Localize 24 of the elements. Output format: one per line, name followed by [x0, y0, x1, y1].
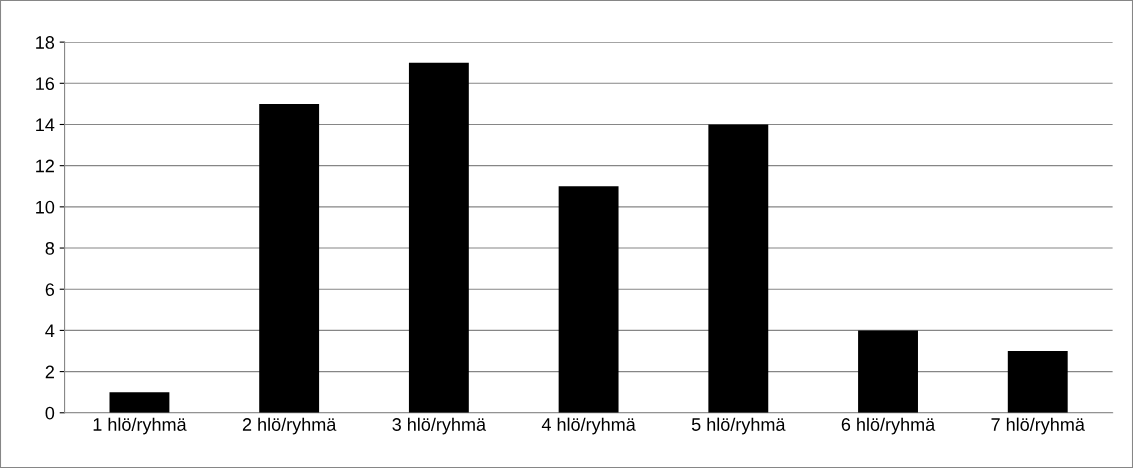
- bar: [1007, 351, 1068, 413]
- x-tick-label: 2 hlö/ryhmä: [242, 417, 337, 435]
- y-tick-label: 6: [45, 283, 55, 296]
- y-tick-label: 8: [45, 241, 55, 255]
- y-tick-label: 2: [45, 365, 54, 379]
- x-tick-label: 3 hlö/ryhmä: [392, 417, 487, 435]
- x-tick-label: 1 hlö/ryhmä: [93, 417, 187, 435]
- y-tick-label: 10: [36, 200, 55, 214]
- bar: [259, 103, 320, 413]
- y-tick-label: 4: [45, 324, 55, 337]
- y-tick-label: 16: [36, 77, 55, 91]
- y-tick-label: 0: [45, 406, 55, 420]
- bar: [408, 62, 469, 413]
- y-tick-label: 12: [36, 159, 54, 173]
- y-tick-label: 18: [36, 36, 55, 49]
- x-tick-label: 7 hlö/ryhmä: [991, 417, 1085, 435]
- bar: [708, 124, 769, 413]
- x-tick-label: 5 hlö/ryhmä: [691, 417, 786, 435]
- x-tick-label: 4 hlö/ryhmä: [541, 417, 636, 435]
- x-tick-label: 6 hlö/ryhmä: [841, 417, 936, 435]
- y-tick-label: 14: [36, 118, 55, 132]
- bar: [558, 186, 619, 413]
- bar: [858, 330, 918, 413]
- bar: [109, 392, 170, 413]
